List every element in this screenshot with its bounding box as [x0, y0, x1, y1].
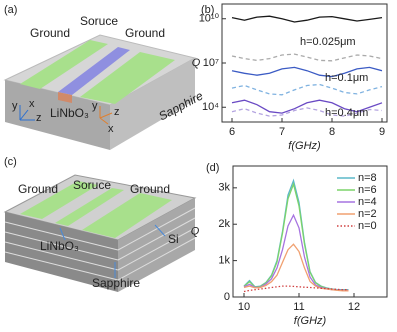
series-line [231, 107, 383, 117]
substrate-label: Sapphire [92, 276, 140, 290]
legend-label: n=4 [358, 196, 377, 208]
legend-label: n=2 [358, 208, 377, 220]
series-line [231, 53, 383, 62]
ground-label: Ground [18, 182, 58, 196]
plot-frame [232, 165, 388, 298]
panel-label: (b) [201, 4, 214, 16]
x-tick-label: 7 [279, 126, 285, 138]
ground-label: Ground [30, 26, 70, 40]
layer-label: Si [168, 232, 179, 246]
series-line [231, 83, 383, 96]
series-line [243, 182, 349, 291]
series-line [231, 99, 383, 114]
legend-label: n=6 [358, 184, 377, 196]
y-tick-label: 1k [218, 255, 230, 267]
y-axis-label: Q [191, 225, 200, 237]
material-label: LiNbO₃ [40, 239, 79, 253]
series-line [243, 213, 349, 292]
ground-label: Ground [130, 182, 170, 196]
axis-letter: y [92, 100, 98, 112]
x-tick-label: 6 [229, 126, 235, 138]
axis-letter: x [29, 98, 35, 110]
annotation: h=0.4μm [325, 107, 368, 119]
legend-label: n=8 [358, 172, 377, 184]
y-tick-label: 2k [218, 218, 230, 230]
x-tick-label: 9 [379, 126, 385, 138]
diagram-a [3, 34, 197, 150]
axis-letter: y [12, 100, 18, 112]
annotation: h=0.025μm [300, 36, 356, 48]
source-label: Soruce [73, 178, 111, 192]
x-tick-label: 11 [293, 301, 304, 313]
ground-label: Ground [125, 26, 165, 40]
x-tick-label: 12 [348, 301, 360, 313]
x-tick-label: 10 [238, 301, 250, 313]
axis-letter: z [114, 106, 120, 118]
y-tick-label: 10¹⁰ [199, 13, 220, 25]
source-label: Soruce [80, 14, 118, 28]
axis-letter: x [108, 123, 114, 135]
panel-label: (c) [4, 156, 17, 168]
series-line [231, 66, 383, 78]
diagram-c [3, 174, 197, 292]
x-axis-label: f(GHz) [288, 140, 321, 152]
panel-label: (a) [4, 4, 17, 16]
series-line [243, 243, 349, 292]
x-axis-label: f(GHz) [294, 315, 327, 327]
x-tick-label: 8 [329, 126, 335, 138]
series-line [231, 15, 383, 23]
legend-label: n=0 [358, 220, 377, 232]
material-label: LiNbO₃ [50, 106, 89, 120]
y-tick-label: 0 [224, 291, 230, 303]
y-axis-label: Q [192, 57, 201, 69]
y-tick-label: 10⁴ [202, 101, 219, 113]
panel-label: (d) [206, 162, 219, 174]
axis-letter: z [36, 112, 42, 124]
y-tick-label: 10⁷ [203, 57, 219, 69]
series-line [243, 285, 349, 293]
y-tick-label: 3k [218, 182, 230, 194]
annotation: h=0.1μm [325, 72, 368, 84]
